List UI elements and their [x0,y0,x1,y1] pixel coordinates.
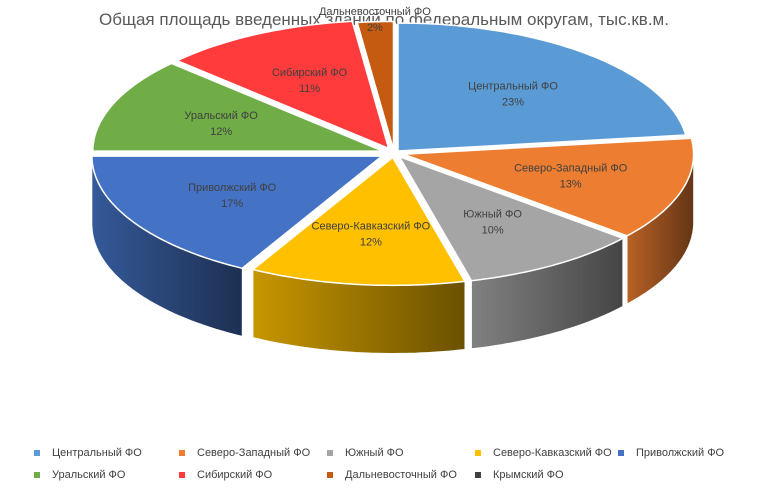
pie-slice [251,156,467,287]
data-label-category: Приволжский ФО [188,182,277,194]
data-label-percent: 11% [299,83,320,95]
legend-swatch [34,450,40,456]
data-label-category: Дальневосточный ФО [319,6,431,18]
chart-title: Общая площадь введенных зданий по федера… [99,10,669,29]
legend-label: Уральский ФО [52,469,126,481]
data-label-category: Центральный ФО [468,80,558,92]
data-label-category: Северо-Западный ФО [514,163,628,175]
legend-label: Крымский ФО [493,469,564,481]
data-label-percent: 23% [502,96,524,108]
pie-slice [356,20,395,150]
data-label-percent: 2% [367,22,383,34]
legend-swatch [327,450,333,456]
data-label-category: Северо-Кавказский ФО [312,221,431,233]
data-label-percent: 12% [210,126,232,138]
legend-item: Уральский ФО [34,469,179,481]
data-label-percent: 10% [482,225,504,237]
pie-slice [403,137,695,237]
legend-swatch [475,450,481,456]
pie-slice [91,155,385,270]
legend-label: Южный ФО [345,447,404,459]
legend-swatch [618,450,624,456]
legend: Центральный ФО Северо-Западный ФО Южный … [34,442,754,486]
legend-swatch [179,450,185,456]
data-label-percent: 17% [221,198,243,210]
legend-item: Южный ФО [327,447,475,459]
pie-slice [397,155,625,282]
legend-swatch [179,472,185,478]
legend-item: Сибирский ФО [179,469,327,481]
legend-label: Приволжский ФО [636,447,725,459]
pie-slice [175,20,390,150]
legend-label: Центральный ФО [52,447,142,459]
legend-label: Северо-Западный ФО [197,447,311,459]
legend-item: Северо-Западный ФО [179,447,327,459]
data-label-percent: 13% [560,179,582,191]
legend-label: Сибирский ФО [197,469,273,481]
pie-labels: Центральный ФО 23% Северо-Западный ФО 13% Юж… [184,6,627,248]
pie-sides [91,154,694,354]
legend-swatch [327,472,333,478]
legend-swatch [34,472,40,478]
pie-tops [91,20,695,287]
pie-slice [92,62,384,152]
legend-label: Дальневосточный ФО [345,469,457,481]
data-label-category: Сибирский ФО [272,67,348,79]
legend-item: Приволжский ФО [618,447,738,459]
pie-chart: Центральный ФО 23% Северо-Западный ФО 13% Юж… [91,6,695,354]
legend-item: Центральный ФО [34,447,179,459]
legend-item: Крымский ФО [475,469,618,481]
data-label-category: Южный ФО [463,209,522,221]
legend-item: Северо-Кавказский ФО [475,447,618,459]
data-label-category: Уральский ФО [184,110,258,122]
legend-row: Центральный ФО Северо-Западный ФО Южный … [34,442,754,464]
legend-swatch [475,472,481,478]
pie-slice [397,22,687,152]
data-label-percent: 12% [360,237,382,249]
legend-label: Северо-Кавказский ФО [493,447,612,459]
legend-row: Уральский ФО Сибирский ФО Дальневосточны… [34,464,754,486]
legend-item: Дальневосточный ФО [327,469,475,481]
